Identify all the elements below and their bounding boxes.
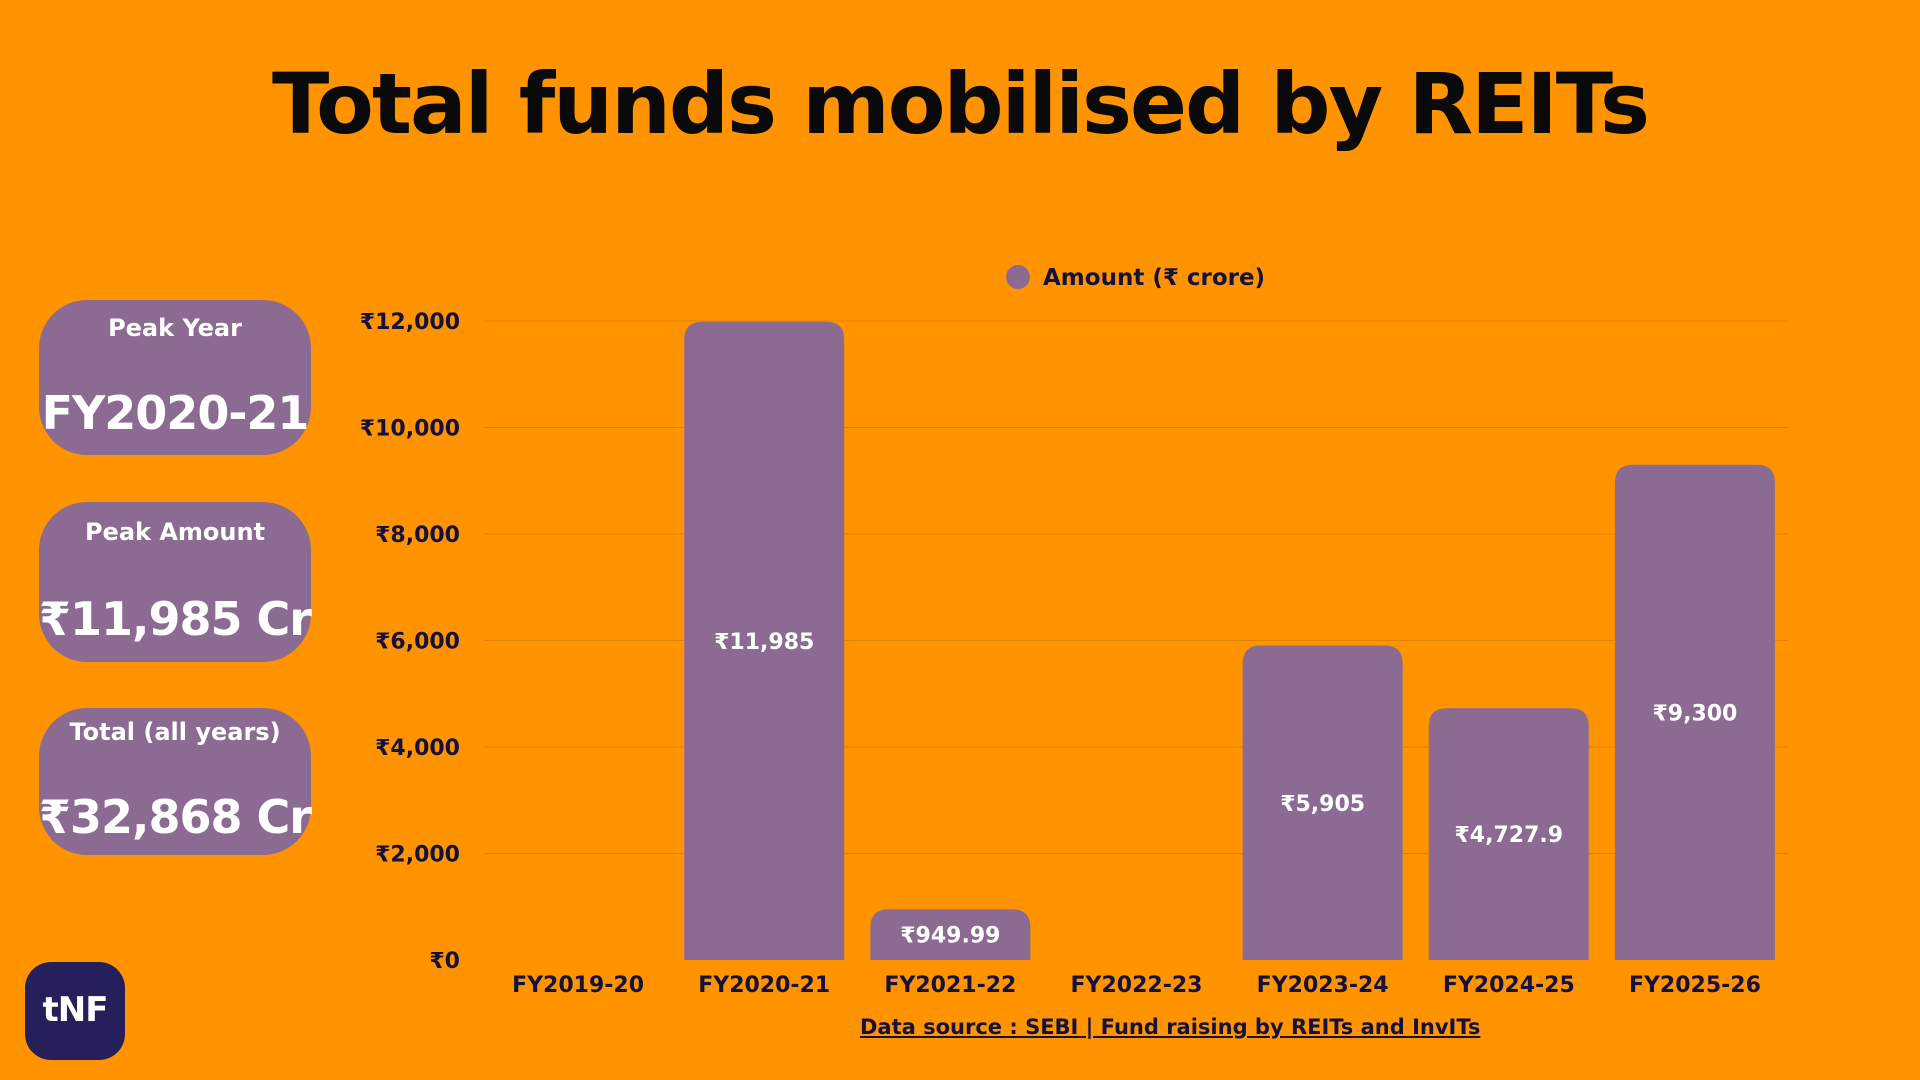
brand-logo: tNF xyxy=(25,962,125,1060)
bar xyxy=(870,909,1031,960)
x-tick-label: FY2023-24 xyxy=(1257,973,1389,998)
peak-amount-label: Peak Amount xyxy=(84,518,266,546)
peak-year-label: Peak Year xyxy=(108,314,242,342)
y-tick-label: ₹2,000 xyxy=(375,843,460,868)
legend-label: Amount (₹ crore) xyxy=(1043,265,1265,291)
x-tick-label: FY2021-22 xyxy=(884,973,1016,998)
y-tick-label: ₹10,000 xyxy=(360,417,460,442)
data-source-link[interactable]: Data source : SEBI | Fund raising by REI… xyxy=(860,1015,1481,1039)
peak-amount-card: Peak Amount ₹11,985 Cr xyxy=(39,502,312,662)
x-tick-label: FY2022-23 xyxy=(1071,973,1203,998)
peak-year-card: Peak Year FY2020-21 xyxy=(39,300,311,455)
bar xyxy=(1242,645,1403,960)
x-tick-label: FY2025-26 xyxy=(1629,973,1761,998)
bar-value-label: ₹9,300 xyxy=(1652,701,1737,726)
bar-value-label: ₹4,727.9 xyxy=(1455,823,1564,848)
logo-text: tNF xyxy=(42,990,109,1030)
y-tick-label: ₹4,000 xyxy=(375,736,460,761)
peak-year-value: FY2020-21 xyxy=(41,386,310,440)
page-title: Total funds mobilised by REITs xyxy=(272,55,1650,153)
y-tick-label: ₹8,000 xyxy=(375,523,460,548)
total-value: ₹32,868 Cr xyxy=(39,790,312,844)
bar xyxy=(1428,708,1589,960)
bar-value-label: ₹5,905 xyxy=(1280,792,1365,817)
total-label: Total (all years) xyxy=(69,718,281,746)
bar xyxy=(1614,464,1775,960)
x-tick-label: FY2019-20 xyxy=(512,973,644,998)
bar xyxy=(684,321,845,961)
x-tick-label: FY2020-21 xyxy=(698,973,830,998)
peak-amount-value: ₹11,985 Cr xyxy=(39,592,312,646)
y-tick-label: ₹0 xyxy=(429,949,460,974)
total-card: Total (all years) ₹32,868 Cr xyxy=(39,708,312,855)
bar-value-label: ₹11,985 xyxy=(714,630,814,655)
bar-value-label: ₹949.99 xyxy=(900,924,1000,949)
y-tick-label: ₹6,000 xyxy=(375,630,460,655)
y-tick-label: ₹12,000 xyxy=(360,310,460,335)
legend-marker xyxy=(1006,265,1030,289)
x-tick-label: FY2024-25 xyxy=(1443,973,1575,998)
